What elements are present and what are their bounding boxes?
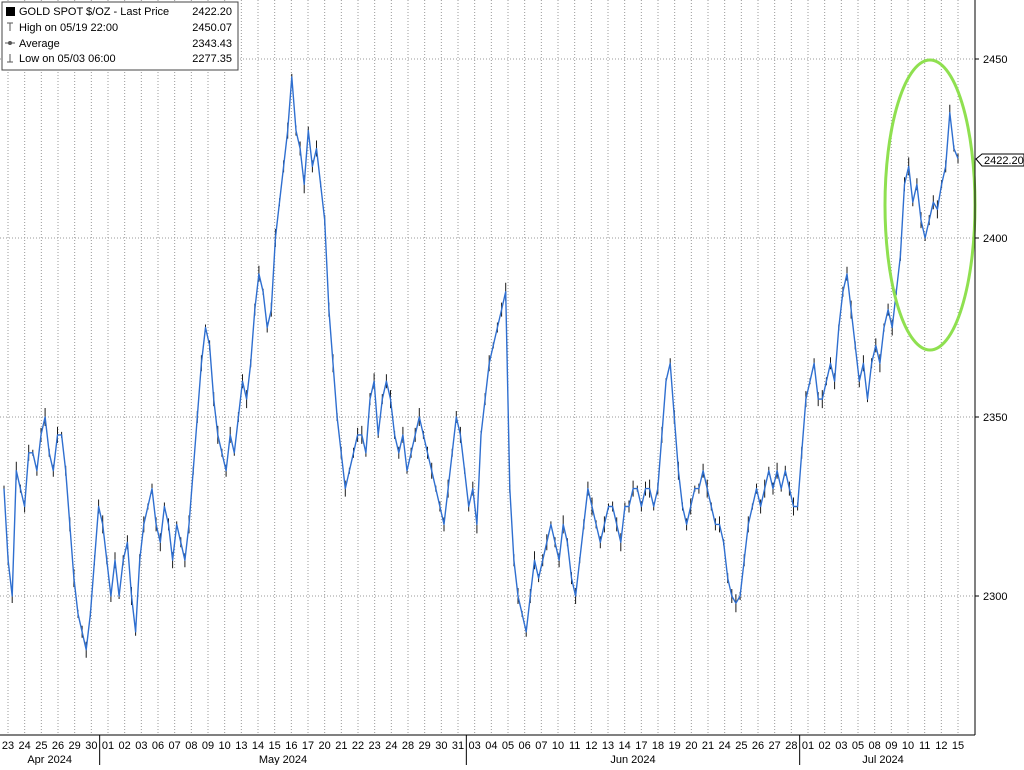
x-tick-label: 10 xyxy=(902,740,914,752)
x-tick-label: 05 xyxy=(852,740,864,752)
x-tick-label: 26 xyxy=(752,740,764,752)
x-tick-label: 28 xyxy=(402,740,414,752)
x-tick-label: 30 xyxy=(85,740,97,752)
x-tick-label: 25 xyxy=(35,740,47,752)
x-tick-label: 08 xyxy=(185,740,197,752)
price-series-line xyxy=(3,76,959,651)
x-tick-label: 23 xyxy=(369,740,381,752)
x-tick-label: 12 xyxy=(585,740,597,752)
x-tick-label: 22 xyxy=(352,740,364,752)
x-tick-label: 18 xyxy=(652,740,664,752)
x-tick-label: 25 xyxy=(735,740,747,752)
x-tick-label: 29 xyxy=(69,740,81,752)
x-tick-label: 15 xyxy=(952,740,964,752)
x-tick-label: 19 xyxy=(669,740,681,752)
x-axis: 23 24 25 26 29 30 01 02 03 06 07 08 09 10 13 14 15 16 17 20… xyxy=(0,734,975,766)
y-tick-label: 2400 xyxy=(983,233,1007,245)
x-tick-label: 02 xyxy=(819,740,831,752)
high-marker-icon xyxy=(7,22,13,31)
last-price-label: 2422.20 xyxy=(975,153,1024,167)
legend-high-value: 2450.07 xyxy=(192,22,232,34)
legend-title-value: 2422.20 xyxy=(192,6,232,18)
x-tick-label: 09 xyxy=(885,740,897,752)
x-tick-label: 20 xyxy=(685,740,697,752)
x-tick-label: 03 xyxy=(835,740,847,752)
x-tick-label: 04 xyxy=(485,740,497,752)
x-tick-label: 21 xyxy=(335,740,347,752)
month-label: Jun 2024 xyxy=(610,754,655,765)
y-tick-label: 2450 xyxy=(983,54,1007,66)
y-tick-label: 2300 xyxy=(983,591,1007,603)
x-tick-label: 05 xyxy=(502,740,514,752)
series-swatch-icon xyxy=(6,7,15,16)
legend-box xyxy=(1,1,239,71)
x-tick-label: 12 xyxy=(935,740,947,752)
x-tick-label: 09 xyxy=(202,740,214,752)
x-tick-label: 17 xyxy=(635,740,647,752)
x-tick-label: 06 xyxy=(519,740,531,752)
x-tick-label: 03 xyxy=(469,740,481,752)
y-axis: 2300 2350 2400 2450 xyxy=(974,0,1007,735)
x-tick-label: 24 xyxy=(19,740,31,752)
x-tick-label: 07 xyxy=(169,740,181,752)
x-tick-label: 14 xyxy=(252,740,264,752)
x-tick-label: 03 xyxy=(135,740,147,752)
x-tick-label: 11 xyxy=(569,740,580,752)
x-tick-label: 16 xyxy=(285,740,297,752)
month-label: May 2024 xyxy=(259,754,307,765)
x-tick-label: 10 xyxy=(219,740,231,752)
y-tick-label: 2350 xyxy=(983,412,1007,424)
x-tick-label: 11 xyxy=(919,740,930,752)
x-tick-label: 24 xyxy=(385,740,397,752)
x-tick-label: 13 xyxy=(602,740,614,752)
legend-low-value: 2277.35 xyxy=(192,53,232,65)
grid-layer xyxy=(0,0,975,735)
x-tick-label: 08 xyxy=(869,740,881,752)
x-tick-label: 27 xyxy=(769,740,781,752)
average-marker-icon xyxy=(5,41,15,45)
x-tick-label: 24 xyxy=(719,740,731,752)
x-tick-label: 29 xyxy=(419,740,431,752)
series-layer xyxy=(3,73,959,658)
x-tick-label: 23 xyxy=(2,740,14,752)
x-tick-label: 31 xyxy=(452,740,464,752)
x-tick-label: 30 xyxy=(435,740,447,752)
x-tick-label: 01 xyxy=(102,740,114,752)
x-tick-label: 13 xyxy=(235,740,247,752)
x-tick-label: 01 xyxy=(802,740,814,752)
low-marker-icon xyxy=(7,54,13,63)
last-price-value: 2422.20 xyxy=(984,155,1024,167)
x-tick-label: 07 xyxy=(535,740,547,752)
legend: GOLD SPOT $/OZ - Last Price 2422.20 High… xyxy=(1,1,239,71)
x-tick-label: 10 xyxy=(552,740,564,752)
legend-title: GOLD SPOT $/OZ - Last Price xyxy=(19,6,169,18)
x-tick-label: 06 xyxy=(152,740,164,752)
month-label: Jul 2024 xyxy=(862,754,904,765)
x-tick-label: 28 xyxy=(785,740,797,752)
month-label: Apr 2024 xyxy=(27,754,72,765)
legend-high-label: High on 05/19 22:00 xyxy=(19,22,118,34)
x-tick-label: 15 xyxy=(269,740,281,752)
legend-low-label: Low on 05/03 06:00 xyxy=(19,53,116,65)
x-tick-label: 14 xyxy=(619,740,631,752)
legend-average-label: Average xyxy=(19,38,60,50)
x-tick-label: 20 xyxy=(319,740,331,752)
x-tick-label: 26 xyxy=(52,740,64,752)
x-tick-label: 17 xyxy=(302,740,314,752)
x-tick-label: 21 xyxy=(702,740,714,752)
x-tick-label: 02 xyxy=(119,740,131,752)
legend-average-value: 2343.43 xyxy=(192,38,232,50)
last-price-flag xyxy=(975,153,1024,167)
